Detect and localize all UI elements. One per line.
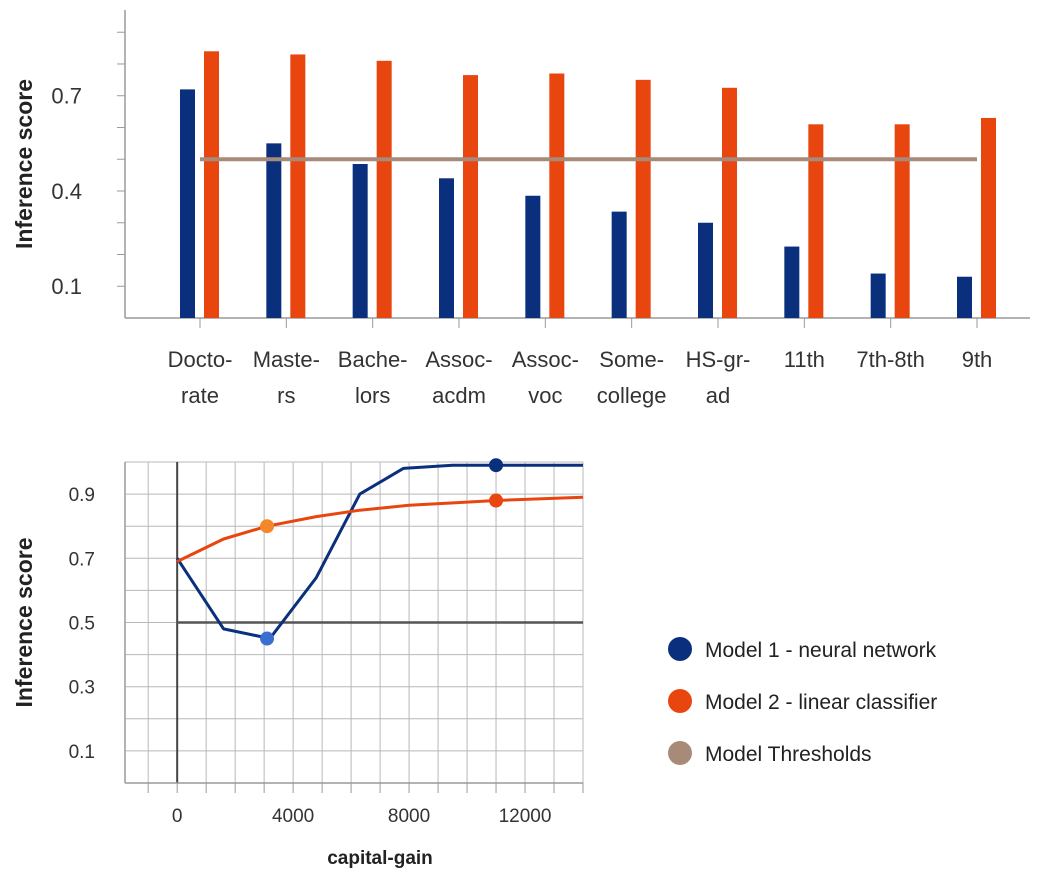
x-tick-label: 11th — [784, 347, 825, 372]
bar-model-1 — [352, 164, 368, 318]
bar-model-2 — [808, 124, 824, 318]
x-axis-title: capital-gain — [327, 848, 433, 869]
bar-model-2 — [290, 54, 306, 318]
bar-model-1 — [439, 178, 454, 318]
x-tick-label: voc — [528, 383, 562, 408]
y-tick-label: 0.9 — [69, 485, 95, 506]
bar-model-1 — [698, 222, 713, 318]
highlight-point-model-1 — [489, 458, 504, 473]
series-line-model-2 — [176, 495, 584, 563]
x-tick-label: rate — [181, 383, 219, 408]
bar-model-1 — [611, 211, 627, 318]
y-tick-label: 0.7 — [69, 549, 95, 570]
x-tick-label: 9th — [962, 347, 993, 372]
bar-model-1 — [784, 246, 800, 318]
x-tick-label: 0 — [172, 806, 183, 827]
legend-label: Model 2 - linear classifier — [705, 691, 937, 714]
bar-model-2 — [376, 60, 392, 318]
bar-model-2 — [894, 124, 910, 318]
y-axis-title: Inference score — [11, 79, 37, 249]
y-axis-title: Inference score — [11, 537, 37, 707]
x-tick-label: Maste- — [253, 347, 320, 372]
y-tick-label: 0.5 — [69, 614, 95, 635]
bar-model-1 — [266, 143, 282, 318]
y-tick-label: 0.1 — [69, 742, 95, 763]
x-tick-label: rs — [277, 383, 295, 408]
bar-model-2 — [635, 79, 651, 318]
x-tick-label: Assoc- — [425, 347, 492, 372]
y-tick-label: 0.7 — [51, 84, 82, 109]
highlight-point-model-2 — [489, 493, 504, 508]
x-tick-label: Docto- — [168, 347, 233, 372]
x-tick-label: college — [597, 383, 667, 408]
series-line-model-1 — [175, 463, 583, 640]
x-tick-label: HS-gr- — [686, 347, 751, 372]
x-tick-label: lors — [355, 383, 390, 408]
legend-marker — [668, 637, 692, 661]
y-tick-label: 0.1 — [51, 274, 82, 299]
y-tick-label: 0.4 — [51, 179, 82, 204]
x-tick-label: Assoc- — [512, 347, 579, 372]
x-tick-label: 7th-8th — [856, 347, 925, 372]
bar-model-2 — [549, 73, 565, 318]
x-tick-label: 4000 — [272, 806, 314, 827]
x-tick-label: acdm — [432, 383, 486, 408]
bar-model-1 — [180, 89, 195, 319]
bar-model-2 — [204, 51, 219, 318]
legend-label: Model Thresholds — [705, 743, 872, 766]
legend-marker — [668, 741, 692, 765]
bar-model-2 — [722, 87, 737, 318]
x-tick-label: 8000 — [388, 806, 430, 827]
highlight-point-model-1 — [260, 631, 275, 646]
x-tick-label: ad — [706, 383, 730, 408]
bar-model-1 — [870, 273, 886, 318]
x-tick-label: Bache- — [338, 347, 408, 372]
line-chart-capital-gain: 0.1 0.3 0.5 0.7 0.9 0 4000 8000 12000 Inference s… — [11, 458, 584, 869]
bar-model-2 — [463, 75, 478, 319]
legend: Model 1 - neural network Model 2 - linear… — [668, 637, 937, 766]
highlight-point-model-2 — [260, 519, 275, 534]
legend-marker — [668, 689, 692, 713]
bar-chart-education: 0.1 0.4 0.7 Inference score Docto-rate Maste-… — [11, 10, 1030, 408]
y-tick-label: 0.3 — [69, 678, 95, 699]
bar-model-1 — [957, 276, 972, 318]
x-tick-label: 12000 — [499, 806, 552, 827]
bar-model-1 — [525, 195, 541, 318]
legend-label: Model 1 - neural network — [705, 639, 937, 662]
x-tick-label: Some- — [599, 347, 664, 372]
bar-model-2 — [981, 117, 996, 318]
